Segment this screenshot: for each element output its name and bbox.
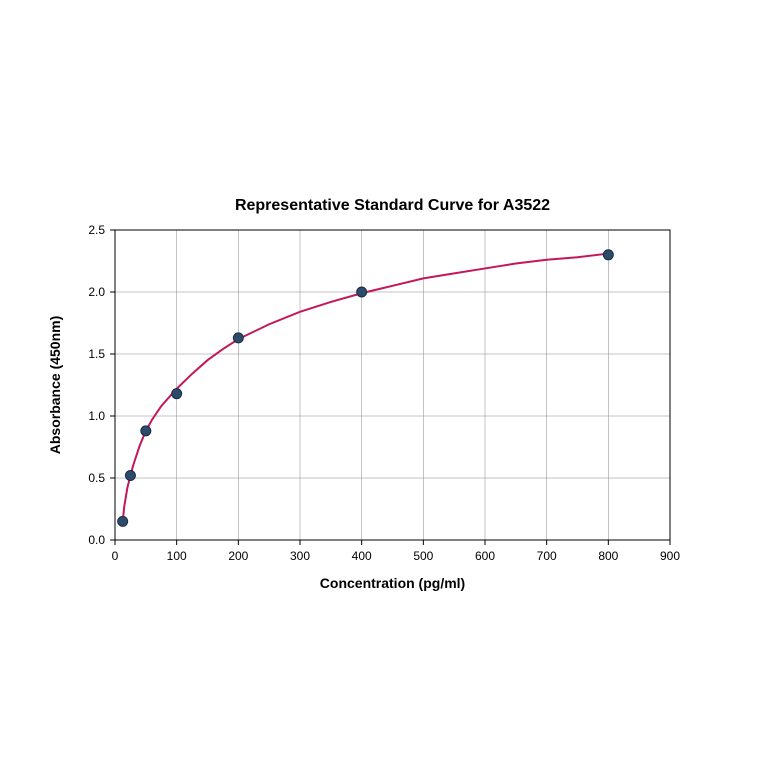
standard-curve-chart: 0 100 200 300 400 500 600 700 800 900 0.0 0.5 1.0 1.5… bbox=[0, 0, 764, 764]
x-tick-label: 0 bbox=[112, 549, 119, 563]
chart-container: 0 100 200 300 400 500 600 700 800 900 0.0 0.5 1.0 1.5… bbox=[0, 0, 764, 764]
data-point bbox=[172, 389, 182, 399]
x-axis-label: Concentration (pg/ml) bbox=[320, 575, 465, 591]
y-tick-label: 1.5 bbox=[88, 347, 105, 361]
data-point bbox=[603, 250, 613, 260]
y-tick-label: 0.5 bbox=[88, 471, 105, 485]
x-tick-label: 300 bbox=[290, 549, 310, 563]
x-tick-label: 800 bbox=[598, 549, 618, 563]
x-tick-label: 600 bbox=[475, 549, 495, 563]
y-tick-label: 0.0 bbox=[88, 533, 105, 547]
x-tick-label: 100 bbox=[167, 549, 187, 563]
data-point bbox=[141, 426, 151, 436]
x-tick-label: 700 bbox=[537, 549, 557, 563]
y-tick-label: 2.0 bbox=[88, 285, 105, 299]
data-point bbox=[357, 287, 367, 297]
y-tick-label: 2.5 bbox=[88, 223, 105, 237]
y-tick-label: 1.0 bbox=[88, 409, 105, 423]
chart-title: Representative Standard Curve for A3522 bbox=[235, 197, 550, 214]
data-point bbox=[233, 333, 243, 343]
x-tick-label: 200 bbox=[228, 549, 248, 563]
y-axis-label: Absorbance (450nm) bbox=[47, 316, 63, 454]
x-tick-label: 400 bbox=[352, 549, 372, 563]
x-tick-label: 500 bbox=[413, 549, 433, 563]
data-point bbox=[118, 516, 128, 526]
data-point bbox=[125, 471, 135, 481]
x-tick-label: 900 bbox=[660, 549, 680, 563]
